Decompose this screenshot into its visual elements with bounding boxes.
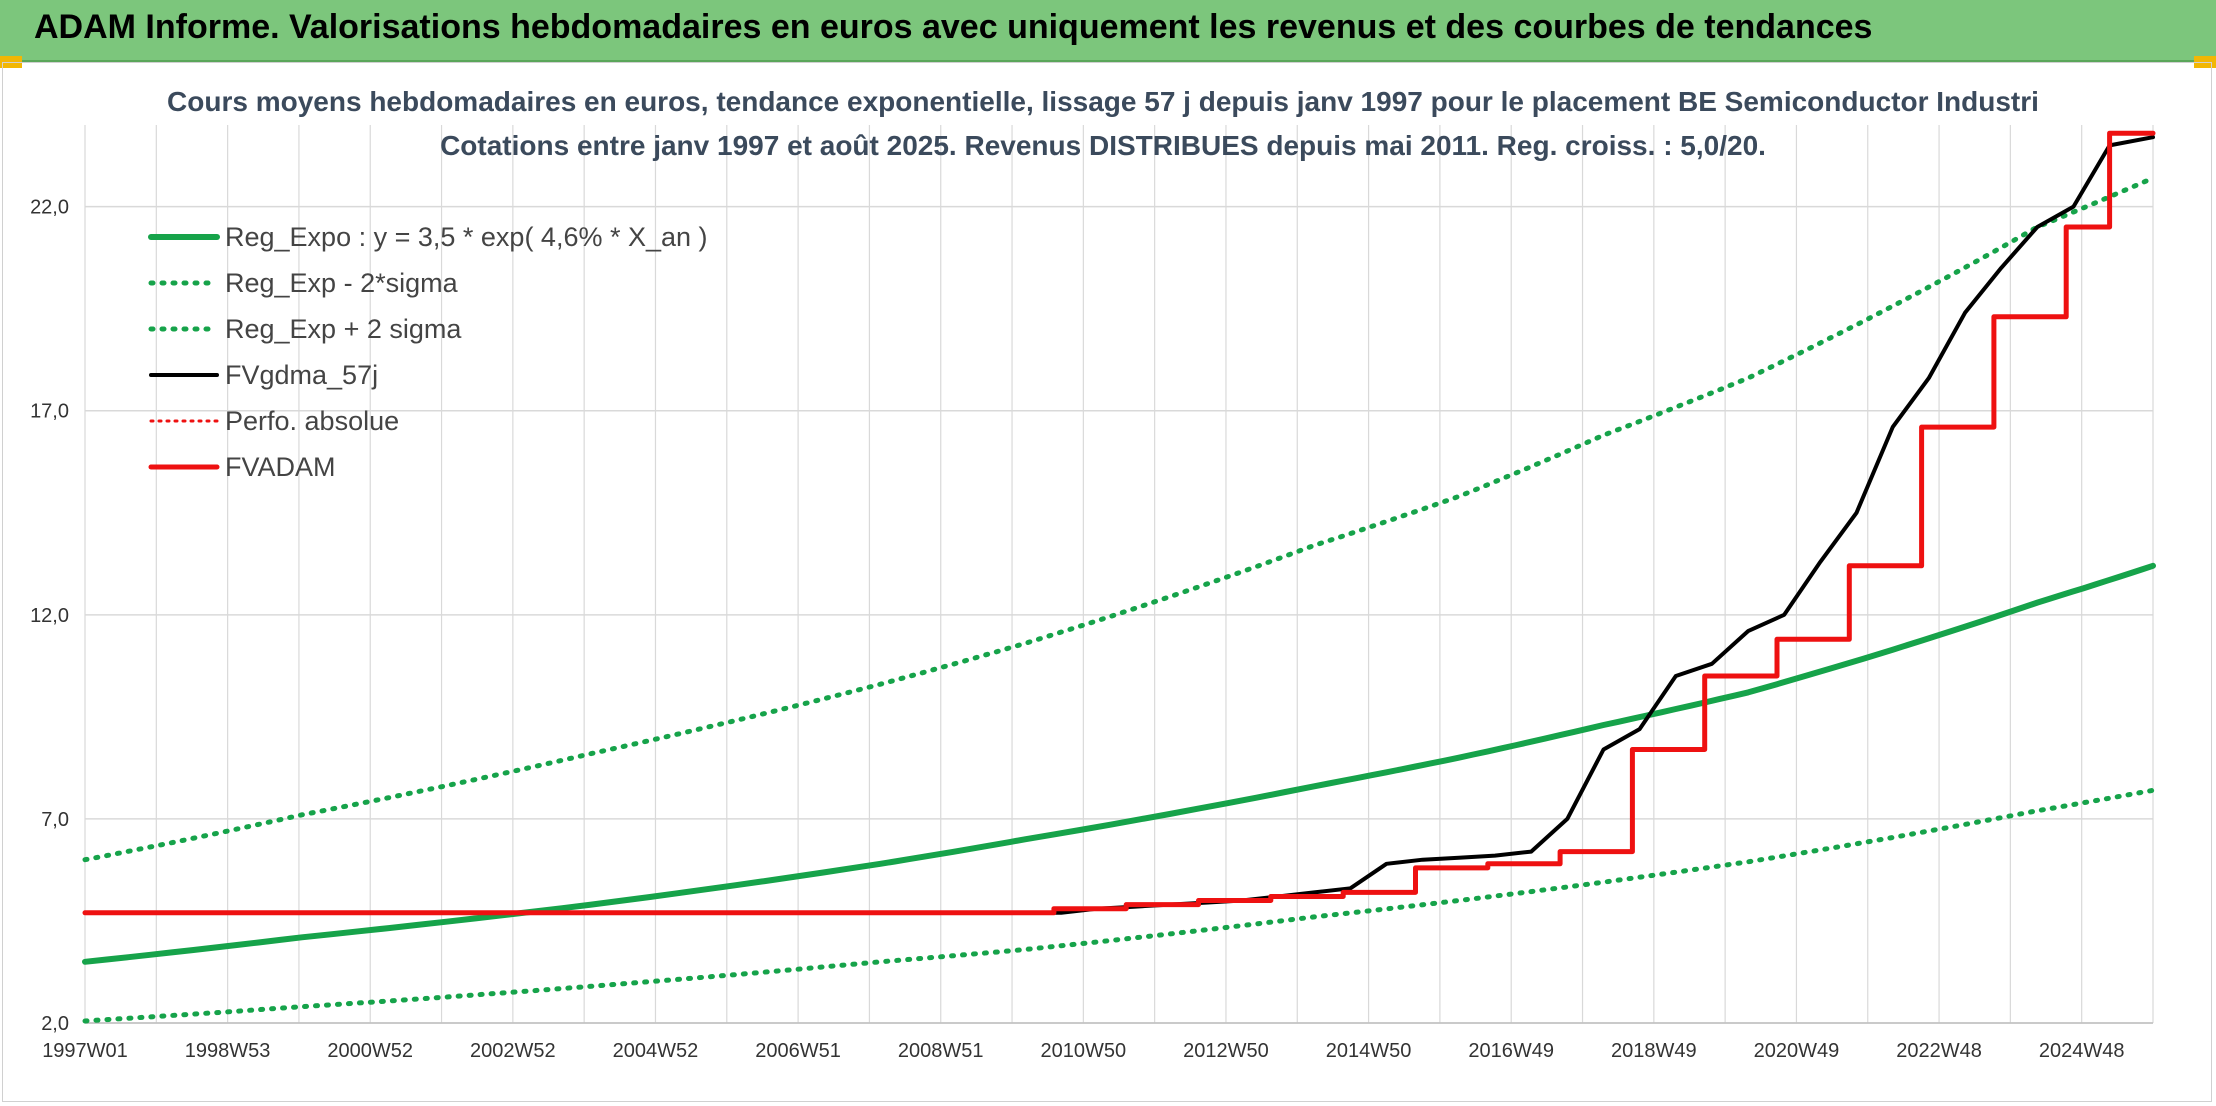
legend-label: Perfo. absolue: [225, 406, 399, 436]
chart-frame: Cours moyens hebdomadaires en euros, ten…: [2, 62, 2212, 1102]
x-tick-label: 2024W48: [2039, 1040, 2125, 1062]
x-tick-label: 2006W51: [755, 1040, 841, 1062]
x-tick-label: 2000W52: [327, 1040, 413, 1062]
x-tick-label: 2012W50: [1183, 1040, 1269, 1062]
y-tick-label: 2,0: [41, 1013, 69, 1035]
x-tick-label: 1997W01: [42, 1040, 128, 1062]
legend-label: Reg_Exp + 2 sigma: [225, 314, 462, 344]
legend-label: FVgdma_57j: [225, 360, 378, 390]
x-tick-label: 1998W53: [185, 1040, 271, 1062]
series-line-0: [82, 562, 2156, 965]
x-axis: 1997W01 1998W53 2000W52 2002W52 2004W52 2006W…: [42, 1040, 2124, 1062]
series-line-2: [82, 175, 2156, 863]
plot-area: [82, 130, 2156, 1024]
chart: Cours moyens hebdomadaires en euros, ten…: [30, 86, 2156, 1062]
x-tick-label: 2022W48: [1896, 1040, 1982, 1062]
x-tick-label: 2004W52: [613, 1040, 699, 1062]
legend-label: Reg_Exp - 2*sigma: [225, 268, 459, 298]
y-tick-label: 12,0: [30, 605, 69, 627]
series-line-1: [82, 787, 2156, 1024]
legend: Reg_Expo : y = 3,5 * exp( 4,6% * X_an ) R…: [148, 222, 708, 482]
x-tick-label: 2018W49: [1611, 1040, 1697, 1062]
legend-label: Reg_Expo : y = 3,5 * exp( 4,6% * X_an ): [225, 222, 708, 252]
y-tick-label: 7,0: [41, 809, 69, 831]
x-tick-label: 2016W49: [1468, 1040, 1554, 1062]
y-tick-label: 17,0: [30, 401, 69, 423]
legend-label: FVADAM: [225, 452, 336, 482]
x-tick-label: 2014W50: [1326, 1040, 1412, 1062]
x-tick-label: 2010W50: [1041, 1040, 1127, 1062]
chart-subtitle: Cotations entre janv 1997 et août 2025. …: [440, 130, 1766, 161]
header-title: ADAM Informe. Valorisations hebdomadaire…: [34, 8, 1873, 46]
series-line-5: [82, 130, 2156, 916]
y-axis: 2,0 7,0 12,0 17,0 22,0: [30, 197, 69, 1035]
x-tick-label: 2020W49: [1754, 1040, 1840, 1062]
x-tick-label: 2002W52: [470, 1040, 556, 1062]
grid: [84, 125, 2154, 1024]
header-bar: ADAM Informe. Valorisations hebdomadaire…: [0, 0, 2216, 62]
chart-title: Cours moyens hebdomadaires en euros, ten…: [167, 86, 2039, 117]
x-tick-label: 2008W51: [898, 1040, 984, 1062]
y-tick-label: 22,0: [30, 197, 69, 219]
